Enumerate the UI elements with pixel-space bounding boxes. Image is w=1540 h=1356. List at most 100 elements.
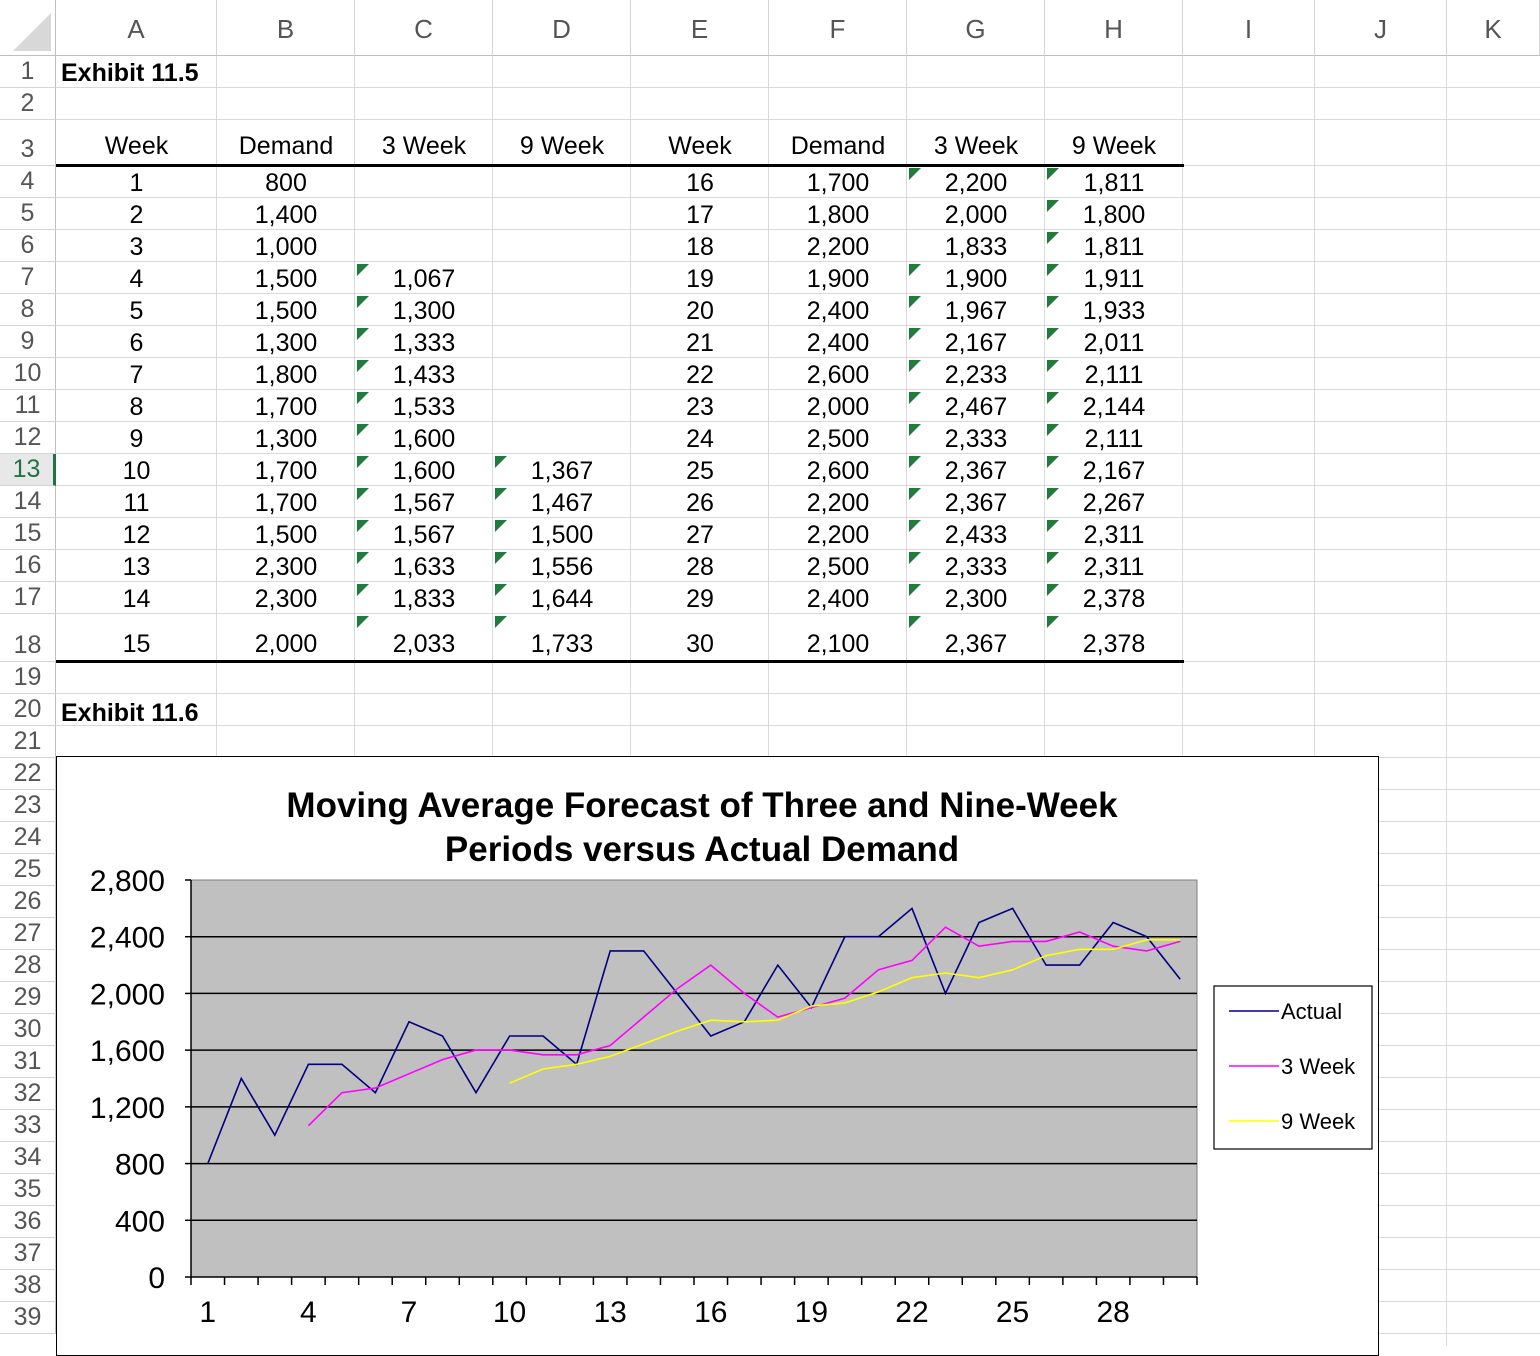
table-header[interactable]: Week	[104, 132, 169, 160]
chart-container[interactable]: Moving Average Forecast of Three and Nin…	[56, 756, 1379, 1356]
table-cell[interactable]: 2,500	[806, 425, 870, 453]
table-cell[interactable]: 2,000	[254, 630, 318, 658]
table-header[interactable]: Demand	[238, 132, 334, 160]
table-cell[interactable]: 2,300	[254, 553, 318, 581]
table-cell[interactable]: 20	[686, 297, 714, 325]
table-cell[interactable]: 2,267	[1082, 489, 1146, 517]
table-cell[interactable]: 2,600	[806, 361, 870, 389]
row-header-29[interactable]: 29	[0, 982, 56, 1014]
table-cell[interactable]	[493, 231, 631, 263]
table-cell[interactable]: 1,700	[806, 169, 870, 197]
table-cell[interactable]: 5	[129, 297, 144, 325]
table-cell[interactable]: 2,300	[944, 585, 1008, 613]
column-header-j[interactable]: J	[1315, 0, 1447, 56]
table-cell[interactable]: 23	[686, 393, 714, 421]
table-cell[interactable]	[493, 423, 631, 455]
table-cell[interactable]: 1,833	[944, 233, 1008, 261]
table-cell[interactable]: 26	[686, 489, 714, 517]
column-header-h[interactable]: H	[1045, 0, 1183, 56]
table-cell[interactable]: 22	[686, 361, 714, 389]
row-header-14[interactable]: 14	[0, 486, 56, 518]
row-header-30[interactable]: 30	[0, 1014, 56, 1046]
row-header-3[interactable]: 3	[0, 120, 56, 166]
table-cell[interactable]: 13	[122, 553, 151, 581]
table-cell[interactable]: 2,333	[944, 553, 1008, 581]
table-cell[interactable]: 1,300	[254, 425, 318, 453]
row-header-34[interactable]: 34	[0, 1142, 56, 1174]
table-cell[interactable]: 2,311	[1083, 521, 1145, 549]
table-cell[interactable]	[493, 199, 631, 231]
table-cell[interactable]: 2,367	[944, 630, 1008, 658]
table-cell[interactable]: 1,433	[392, 361, 456, 389]
table-cell[interactable]: 9	[129, 425, 144, 453]
table-cell[interactable]: 2,467	[944, 393, 1008, 421]
table-cell[interactable]: 15	[122, 630, 151, 658]
table-cell[interactable]: 2	[129, 201, 144, 229]
column-header-e[interactable]: E	[631, 0, 769, 56]
column-header-a[interactable]: A	[56, 0, 217, 56]
table-cell[interactable]: 4	[129, 265, 144, 293]
column-header-f[interactable]: F	[769, 0, 907, 56]
table-cell[interactable]: 2,111	[1084, 425, 1144, 453]
table-cell[interactable]: 2,333	[944, 425, 1008, 453]
table-cell[interactable]: 1,811	[1083, 169, 1145, 197]
row-header-16[interactable]: 16	[0, 550, 56, 582]
table-cell[interactable]: 2,378	[1082, 585, 1146, 613]
table-cell[interactable]: 1,933	[1082, 297, 1146, 325]
table-cell[interactable]: 1,067	[392, 265, 456, 293]
table-cell[interactable]: 1,633	[392, 553, 456, 581]
table-cell[interactable]: 19	[686, 265, 714, 293]
table-cell[interactable]: 1,367	[530, 457, 594, 485]
table-cell[interactable]: 30	[686, 630, 714, 658]
table-cell[interactable]: 2,200	[806, 233, 870, 261]
row-header-20[interactable]: 20	[0, 694, 56, 726]
table-cell[interactable]: 8	[129, 393, 144, 421]
column-header-b[interactable]: B	[217, 0, 355, 56]
table-cell[interactable]: 18	[686, 233, 714, 261]
table-cell[interactable]: 1,800	[254, 361, 318, 389]
table-cell[interactable]: 1,700	[254, 489, 318, 517]
row-header-6[interactable]: 6	[0, 230, 56, 262]
cell-a20[interactable]: Exhibit 11.6	[61, 699, 199, 727]
row-header-22[interactable]: 22	[0, 758, 56, 790]
table-cell[interactable]: 2,500	[806, 553, 870, 581]
table-cell[interactable]: 1,800	[806, 201, 870, 229]
table-cell[interactable]: 16	[686, 169, 714, 197]
row-header-13[interactable]: 13	[0, 454, 56, 486]
table-cell[interactable]: 2,311	[1083, 553, 1145, 581]
table-cell[interactable]	[355, 167, 493, 199]
table-cell[interactable]: 1,567	[392, 521, 456, 549]
table-cell[interactable]: 1,911	[1083, 265, 1145, 293]
table-cell[interactable]: 1,000	[254, 233, 318, 261]
table-cell[interactable]: 1,400	[254, 201, 318, 229]
table-header[interactable]: Demand	[790, 132, 886, 160]
table-cell[interactable]: 2,378	[1082, 630, 1146, 658]
table-cell[interactable]	[493, 391, 631, 423]
row-header-23[interactable]: 23	[0, 790, 56, 822]
row-header-15[interactable]: 15	[0, 518, 56, 550]
row-header-12[interactable]: 12	[0, 422, 56, 454]
table-cell[interactable]: 1,700	[254, 457, 318, 485]
table-cell[interactable]	[493, 359, 631, 391]
table-cell[interactable]: 2,200	[806, 521, 870, 549]
table-cell[interactable]: 1,833	[392, 585, 456, 613]
table-cell[interactable]: 2,200	[806, 489, 870, 517]
table-cell[interactable]: 1,900	[944, 265, 1008, 293]
row-header-38[interactable]: 38	[0, 1270, 56, 1302]
column-header-c[interactable]: C	[355, 0, 493, 56]
table-cell[interactable]	[355, 199, 493, 231]
table-cell[interactable]: 1	[129, 169, 144, 197]
select-all-corner[interactable]	[0, 0, 56, 56]
table-cell[interactable]: 1,500	[254, 521, 318, 549]
row-header-19[interactable]: 19	[0, 662, 56, 694]
column-header-i[interactable]: I	[1183, 0, 1315, 56]
row-header-27[interactable]: 27	[0, 918, 56, 950]
table-cell[interactable]: 17	[686, 201, 714, 229]
row-header-31[interactable]: 31	[0, 1046, 56, 1078]
row-header-18[interactable]: 18	[0, 614, 56, 662]
row-header-24[interactable]: 24	[0, 822, 56, 854]
row-header-21[interactable]: 21	[0, 726, 56, 758]
row-header-37[interactable]: 37	[0, 1238, 56, 1270]
table-cell[interactable]: 1,500	[254, 297, 318, 325]
cell-a1[interactable]: Exhibit 11.5	[61, 59, 199, 87]
